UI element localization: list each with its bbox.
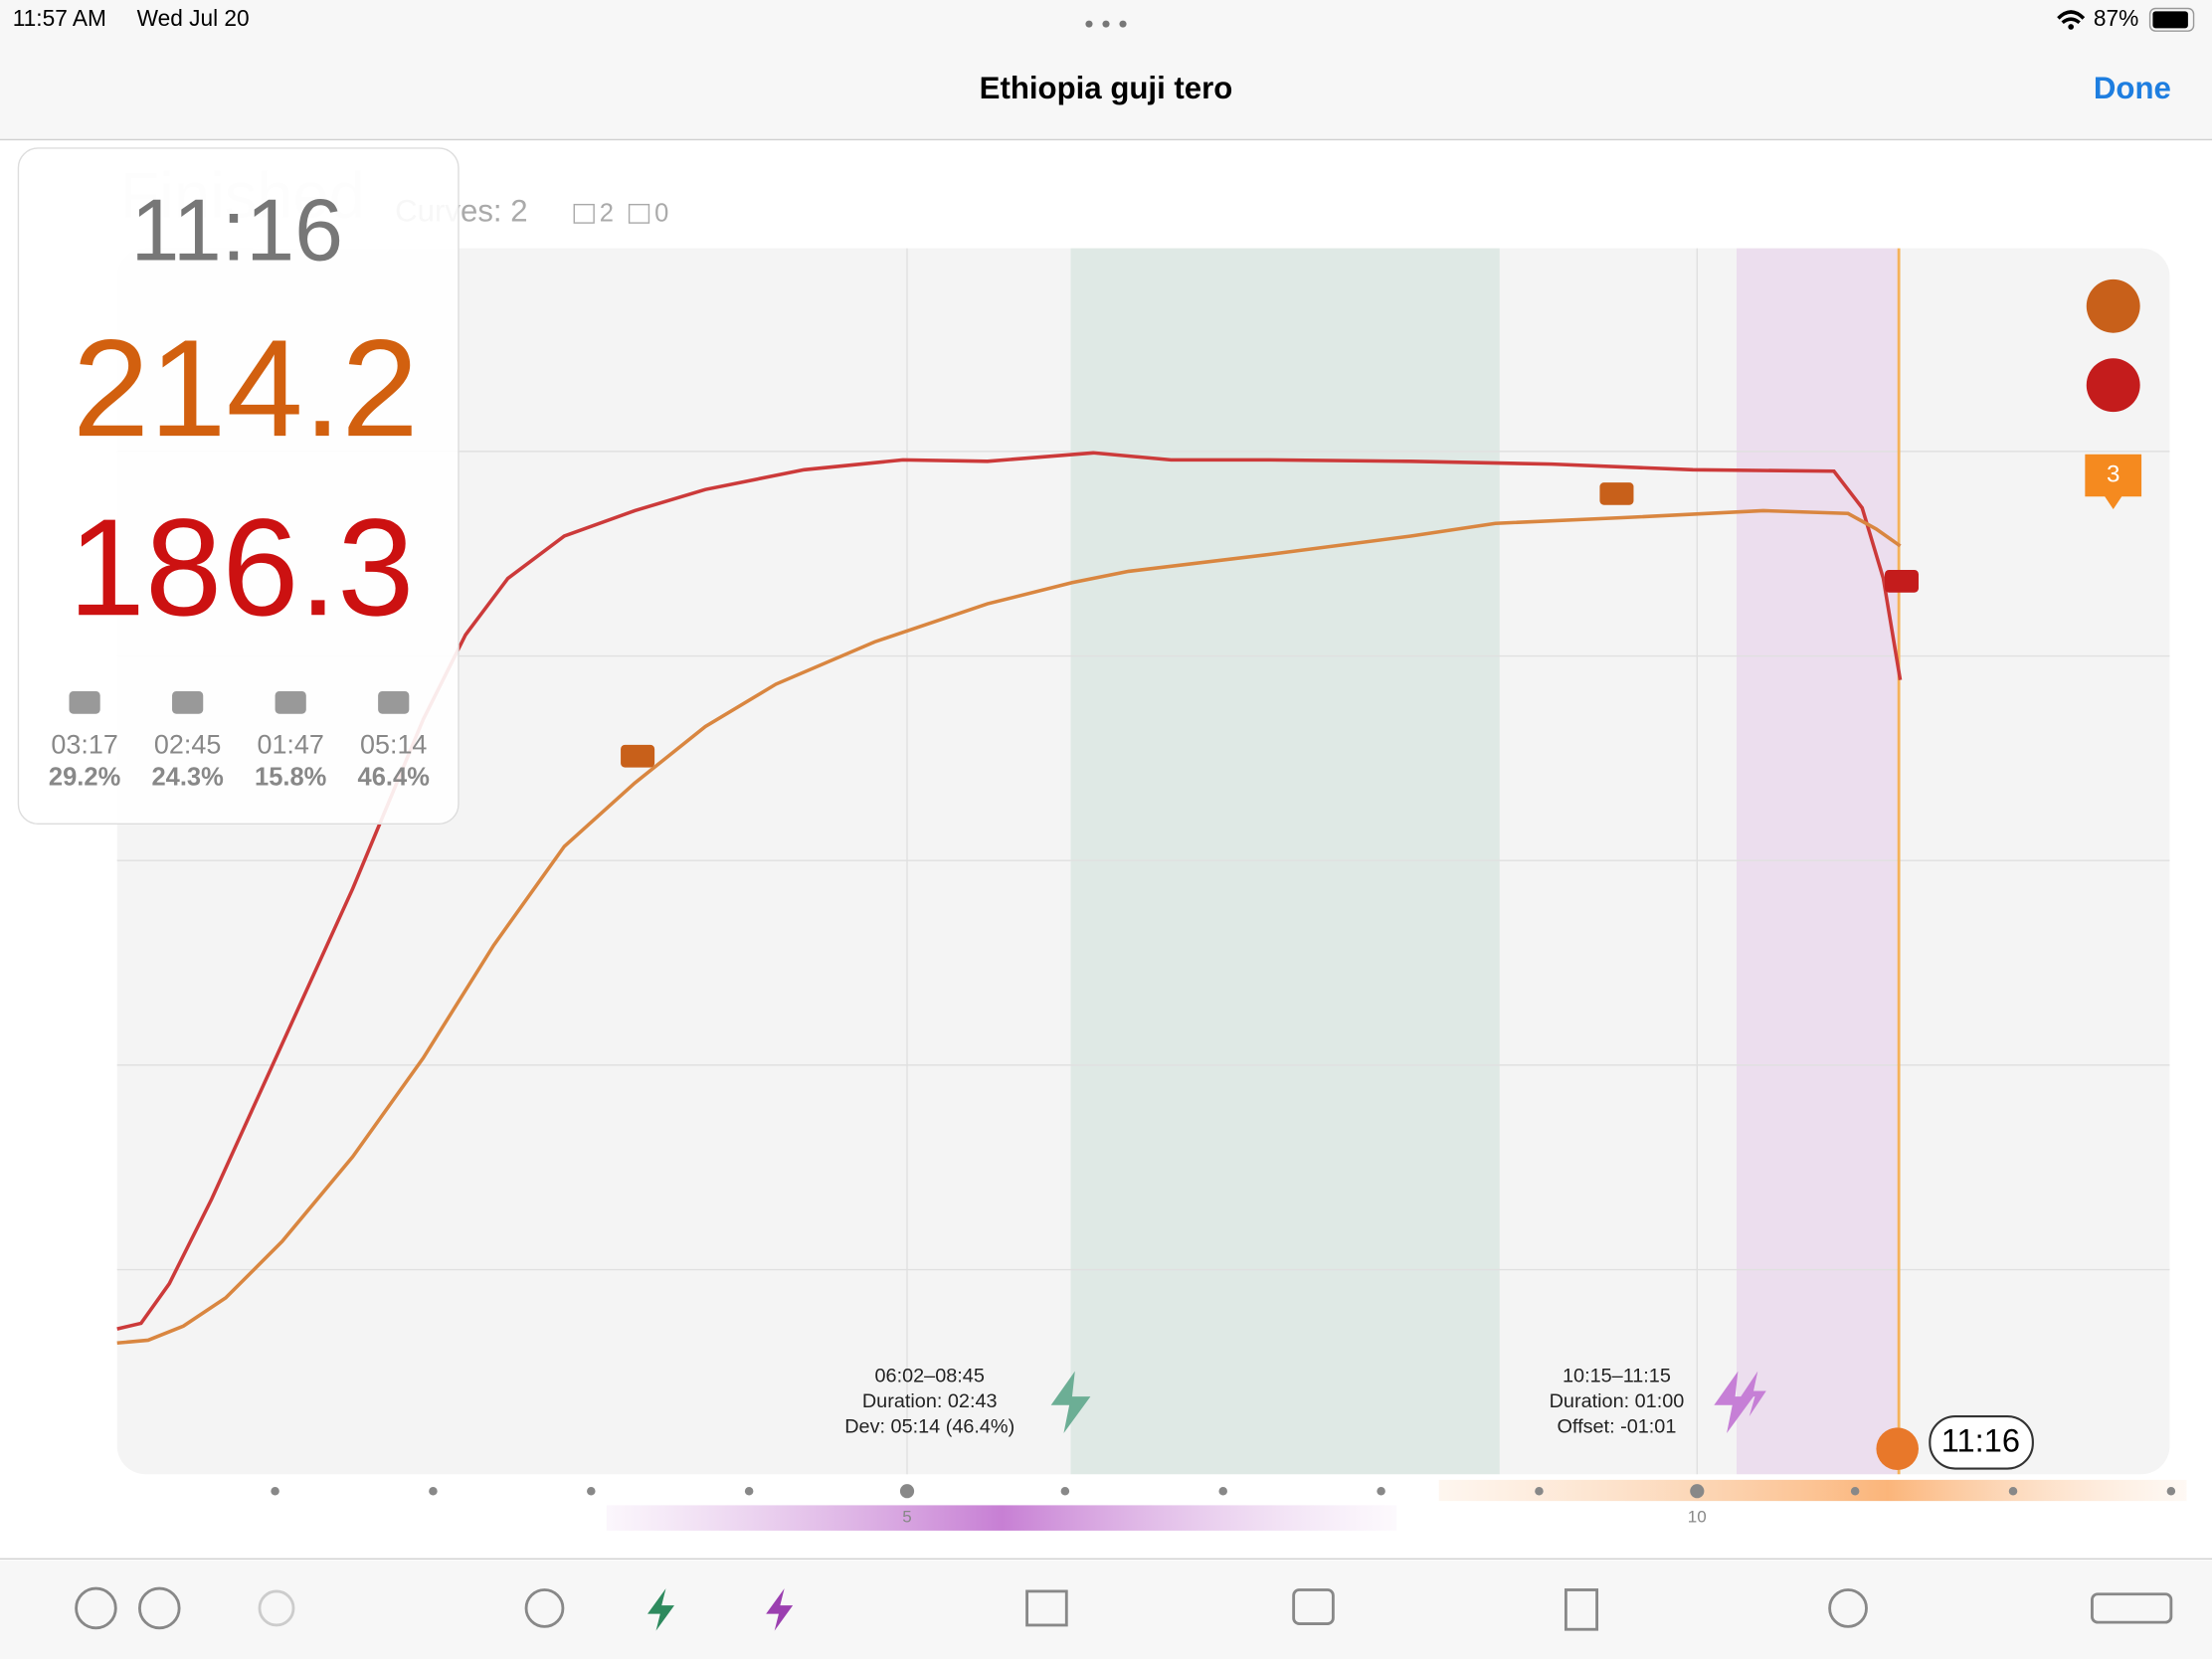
wifi-dot [2068,24,2074,30]
zone-duration: Duration: 01:00 [1550,1390,1685,1412]
cool-icon [1714,1371,1766,1434]
battery-percent: 87% [2094,5,2138,31]
sample-count: 0 [654,199,668,227]
settings-button[interactable] [1828,1588,1868,1628]
bean-curve [116,508,1902,1346]
overlay-card [17,147,460,826]
phase-icon [378,691,410,714]
x-tick-label: 5 [902,1508,911,1527]
phase-time: 05:14 [360,729,427,759]
timeline-purple [606,1505,1397,1531]
edited-count: 2 [600,199,614,227]
battery-level [2152,11,2188,29]
zone-dev: Dev: 05:14 (46.4%) [844,1416,1014,1438]
nav-title: Ethiopia guji tero [980,71,1233,105]
phase-time: 02:45 [154,729,221,759]
wifi-icon [2057,10,2086,25]
phase-icon [172,691,204,714]
phase-percent: 24.3% [151,764,224,792]
dev-button[interactable] [647,1588,674,1631]
zone-duration: Duration: 02:43 [862,1390,998,1412]
event-marker[interactable] [1884,570,1919,593]
flame-button[interactable] [258,1589,295,1627]
event-marker[interactable] [1599,482,1634,505]
phase-percent: 29.2% [49,764,121,792]
edit-env-button[interactable] [2086,358,2140,413]
env-curve [116,451,1903,1331]
comment-button[interactable] [1292,1588,1335,1625]
done-button[interactable]: Done [2094,71,2171,105]
badge-count: 3 [2107,461,2120,487]
bean-temp: 214.2 [73,311,419,465]
phase-icon [275,691,306,714]
status-time: 11:57 AM [13,5,106,31]
dev-icon [1050,1371,1091,1434]
overlay-time: 11:16 [131,181,344,279]
battery-outline [2148,7,2195,32]
chart-button[interactable] [1025,1589,1068,1627]
end-time-pill [1929,1414,2034,1470]
zone-range: 10:15–11:15 [1563,1366,1671,1387]
phases: 03:17 29.2% 02:45 24.3% 01:47 15.8% 05:14 46.4% [49,691,430,792]
zone-range: 06:02–08:45 [875,1366,985,1387]
check-button[interactable] [524,1588,565,1628]
target-button[interactable] [75,1586,117,1630]
phase-icon [69,691,100,714]
zone-offset: Offset: -01:01 [1558,1416,1677,1438]
edit-icon [573,203,595,224]
phase-time: 01:47 [257,729,323,759]
sample-icon [628,203,650,224]
toolbar-bg [0,1560,2212,1659]
edit-bean-button[interactable] [2086,278,2140,333]
phase-time: 03:17 [51,729,117,759]
timeline-orange [1438,1479,2187,1502]
event-marker[interactable] [621,744,655,768]
badge[interactable] [2085,454,2142,510]
roast-icon [1876,1427,1919,1470]
x-tick-label: 10 [1688,1508,1707,1527]
env-temp: 186.3 [69,490,415,645]
multitask-dots [1085,20,1127,28]
notes-button[interactable] [1564,1588,1599,1631]
end-time: 11:16 [1941,1422,2020,1459]
timeline-dots [271,1484,2176,1499]
status-date: Wed Jul 20 [137,5,250,31]
disable-button[interactable] [138,1586,181,1630]
cool-button[interactable] [766,1588,794,1631]
phase-percent: 15.8% [255,764,327,792]
toggle-button[interactable] [2091,1592,2173,1624]
phase-percent: 46.4% [358,764,431,792]
